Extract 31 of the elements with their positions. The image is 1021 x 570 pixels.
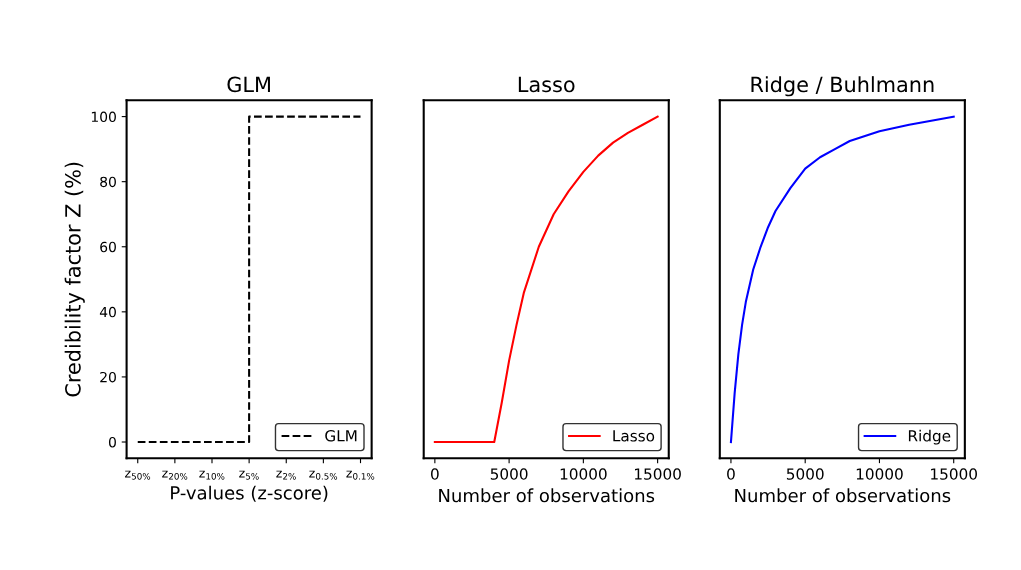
x-tick-label: z$_{2%}$ xyxy=(276,470,296,480)
legend-label: GLM xyxy=(325,430,357,442)
chart-title: Ridge / Buhlmann xyxy=(751,76,934,97)
x-tick-label: 15000 xyxy=(931,468,977,480)
x-tick-label: z$_{5%}$ xyxy=(239,470,259,480)
y-tick-label: 60 xyxy=(100,241,116,253)
y-tick-label: 40 xyxy=(99,306,116,318)
y-tick-label: 20 xyxy=(100,371,116,383)
x-tick-label: 5000 xyxy=(490,468,528,480)
y-tick-label: 80 xyxy=(100,176,116,188)
x-axis-title: P-values (z-score) xyxy=(171,485,328,502)
x-axis-title: Number of observations xyxy=(439,488,655,503)
y-tick-label: 0 xyxy=(108,436,116,448)
x-tick-label: 10000 xyxy=(856,468,903,480)
legend-label: Ridge xyxy=(908,429,951,445)
x-tick-label: z$_{50%}$ xyxy=(125,470,151,480)
x-tick-label: 5000 xyxy=(786,468,824,480)
legend-label: Lasso xyxy=(613,430,655,442)
chart-title: Lasso xyxy=(518,76,575,93)
x-axis-title: Number of observations xyxy=(735,488,951,503)
y-tick-label: 100 xyxy=(91,111,116,123)
x-tick-label: 0 xyxy=(727,468,735,480)
x-tick-label: z$_{10%}$ xyxy=(199,470,225,480)
x-tick-label: 15000 xyxy=(634,468,681,480)
x-tick-label: 10000 xyxy=(560,468,607,480)
x-tick-label: z$_{20%}$ xyxy=(162,470,188,480)
y-axis-title: Credibility factor Z (%) xyxy=(64,162,85,397)
x-tick-label: 0 xyxy=(431,468,439,480)
x-tick-label: z$_{0.1%}$ xyxy=(346,470,375,480)
x-tick-label: z$_{0.5%}$ xyxy=(309,470,338,480)
chart-title: GLM xyxy=(227,76,270,93)
